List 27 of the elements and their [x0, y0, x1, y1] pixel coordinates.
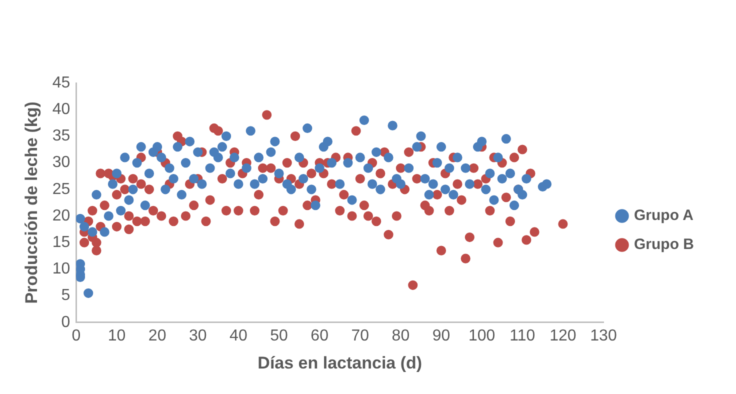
y-tick-label: 15	[52, 234, 70, 252]
x-tick-label: 110	[510, 327, 536, 344]
x-tick-label: 130	[590, 327, 617, 344]
legend-label: Grupo B	[634, 236, 694, 254]
x-tick-label: 90	[432, 327, 450, 344]
x-axis-title: Días en lactancia (d)	[258, 353, 422, 372]
y-tick-label: 30	[52, 154, 70, 172]
y-tick-label: 10	[52, 260, 70, 278]
legend-label: Grupo A	[634, 207, 694, 224]
x-tick-label: 70	[351, 327, 370, 344]
x-tick-label: 30	[188, 327, 207, 344]
x-tick-label: 50	[270, 327, 288, 344]
x-tick-label: 100	[468, 327, 496, 344]
x-tick-label: 10	[108, 327, 126, 344]
y-tick-label: 40	[52, 101, 70, 118]
x-tick-label: 120	[550, 327, 576, 344]
y-tick-label: 35	[52, 128, 70, 145]
y-tick-label: 45	[52, 74, 70, 92]
x-tick-label: 40	[230, 327, 248, 344]
y-tick-label: 25	[52, 180, 70, 198]
x-tick-label: 20	[148, 327, 166, 344]
y-tick-label: 5	[61, 287, 70, 304]
y-axis-title: Producción de leche (kg)	[22, 102, 41, 304]
y-tick-label: 20	[52, 207, 70, 224]
x-tick-label: 60	[310, 327, 329, 344]
x-tick-label: 80	[392, 327, 410, 344]
y-tick-label: 0	[61, 314, 70, 331]
